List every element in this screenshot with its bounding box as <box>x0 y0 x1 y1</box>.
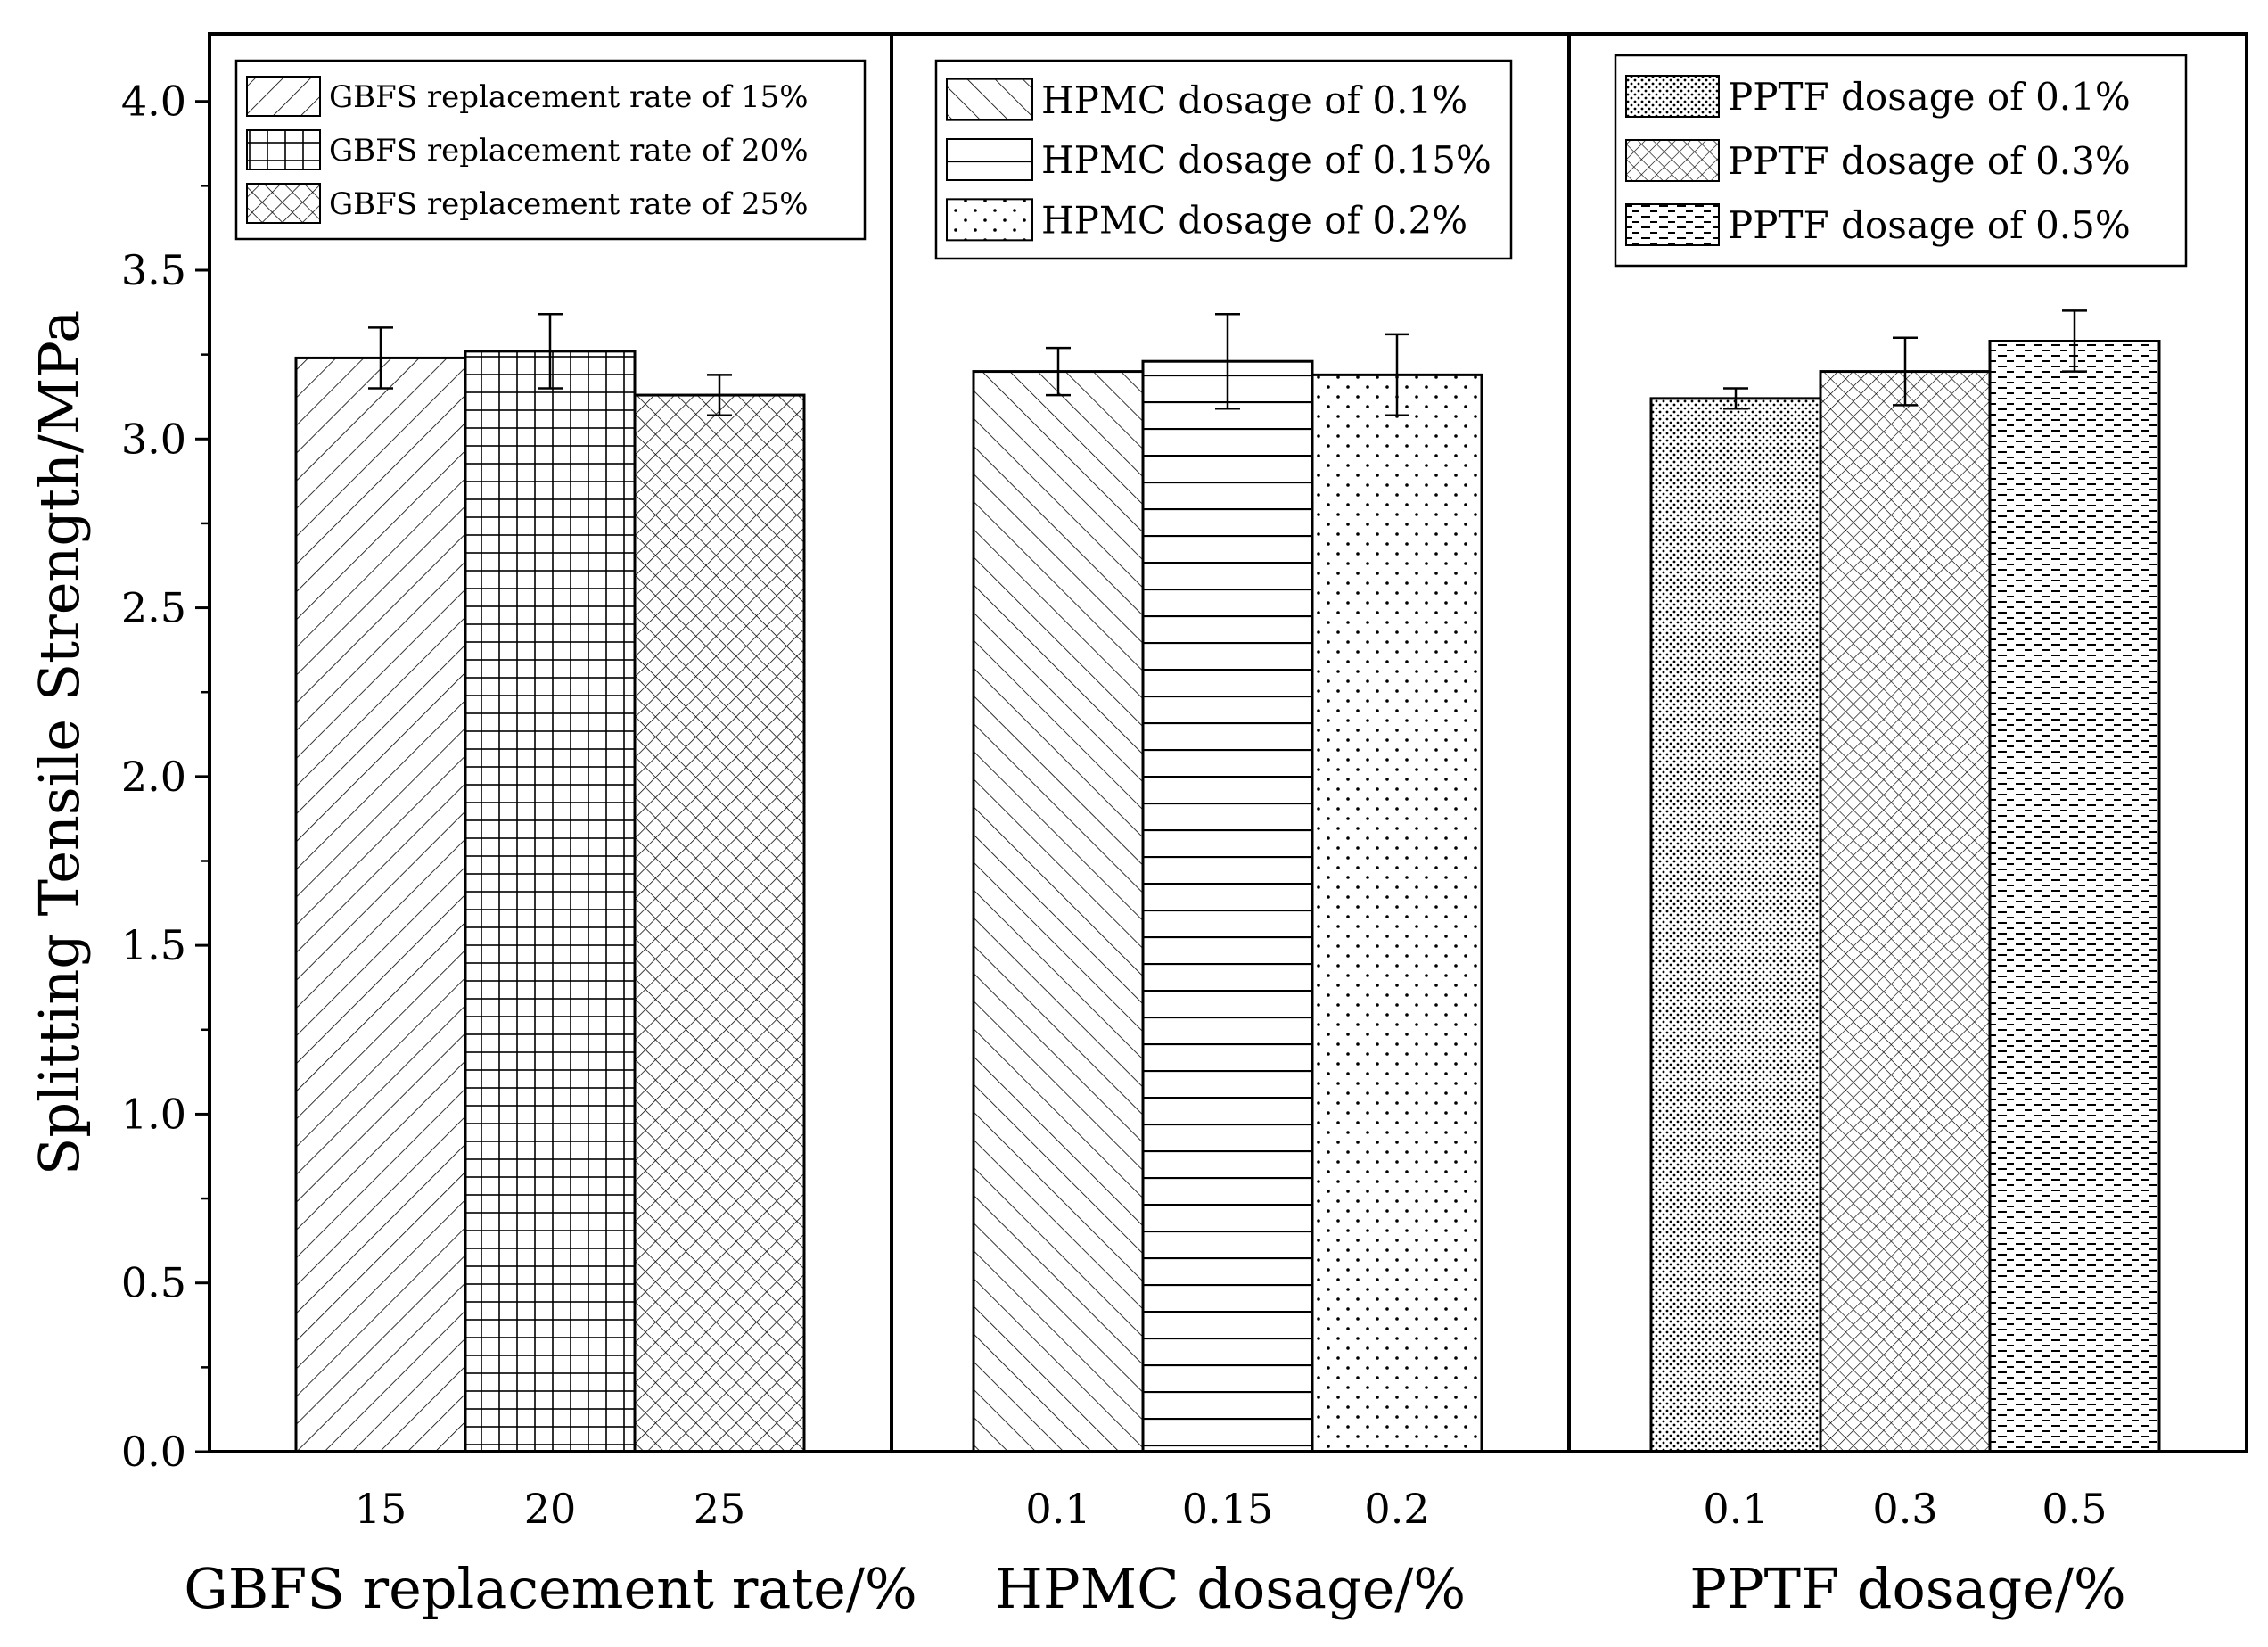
legend-swatch <box>946 78 1033 121</box>
bar <box>464 350 637 1453</box>
legend-label: GBFS replacement rate of 15% <box>329 79 809 115</box>
legend-label: PPTF dosage of 0.1% <box>1728 75 2131 119</box>
bar <box>1311 373 1483 1453</box>
y-tick-label: 3.0 <box>121 415 186 463</box>
bar <box>1988 340 2161 1453</box>
legend-swatch <box>946 138 1033 181</box>
bar <box>633 393 806 1453</box>
x-tick-label: 0.1 <box>1025 1485 1090 1533</box>
y-axis-label: Splitting Tensile Strength/MPa <box>27 310 92 1175</box>
y-tick-label: 1.0 <box>121 1090 186 1138</box>
x-tick-label: 0.2 <box>1364 1485 1429 1533</box>
x-tick-label: 0.15 <box>1182 1485 1273 1533</box>
x-tick-label: 0.3 <box>1872 1485 1937 1533</box>
y-tick-label: 0.0 <box>121 1428 186 1476</box>
y-tick-label: 2.5 <box>121 584 186 632</box>
x-axis-label: PPTF dosage/% <box>1689 1556 2126 1621</box>
x-tick-label: 0.5 <box>2042 1485 2107 1533</box>
x-axis-label: HPMC dosage/% <box>995 1556 1466 1621</box>
y-tick-label: 1.5 <box>121 921 186 969</box>
y-tick-label: 4.0 <box>121 78 186 126</box>
y-tick-label: 3.5 <box>121 246 186 294</box>
bar <box>1649 397 1822 1453</box>
legend-label: HPMC dosage of 0.2% <box>1041 198 1467 242</box>
bar <box>1819 370 1992 1453</box>
plot-area: 0.0 0.5 1.0 1.5 2.0 2.5 3.0 3.5 4.0 Splitting Ten… <box>27 32 2248 1621</box>
legend-swatch <box>1625 139 1720 182</box>
legend-label: PPTF dosage of 0.5% <box>1728 203 2131 247</box>
bar <box>972 370 1145 1453</box>
legend-swatch <box>1625 203 1720 246</box>
legend-swatch <box>246 129 321 170</box>
bar <box>294 356 467 1453</box>
legend-swatch <box>946 198 1033 242</box>
legend-label: GBFS replacement rate of 25% <box>329 186 809 222</box>
x-tick-label: 0.1 <box>1703 1485 1768 1533</box>
y-tick-label: 2.0 <box>121 753 186 801</box>
x-tick-label: 15 <box>355 1485 407 1533</box>
legend-label: GBFS replacement rate of 20% <box>329 133 809 169</box>
x-tick-label: 25 <box>694 1485 746 1533</box>
legend-swatch <box>246 183 321 224</box>
x-axis-label: GBFS replacement rate/% <box>184 1556 917 1621</box>
x-tick-label: 20 <box>524 1485 577 1533</box>
legend-swatch <box>246 76 321 117</box>
bar <box>1141 359 1314 1453</box>
legend-box <box>234 59 867 241</box>
legend-label: HPMC dosage of 0.1% <box>1041 78 1467 122</box>
legend-label: PPTF dosage of 0.3% <box>1728 139 2131 183</box>
legend-label: HPMC dosage of 0.15% <box>1041 138 1491 182</box>
legend-swatch <box>1625 75 1720 118</box>
y-tick-label: 0.5 <box>121 1259 186 1307</box>
